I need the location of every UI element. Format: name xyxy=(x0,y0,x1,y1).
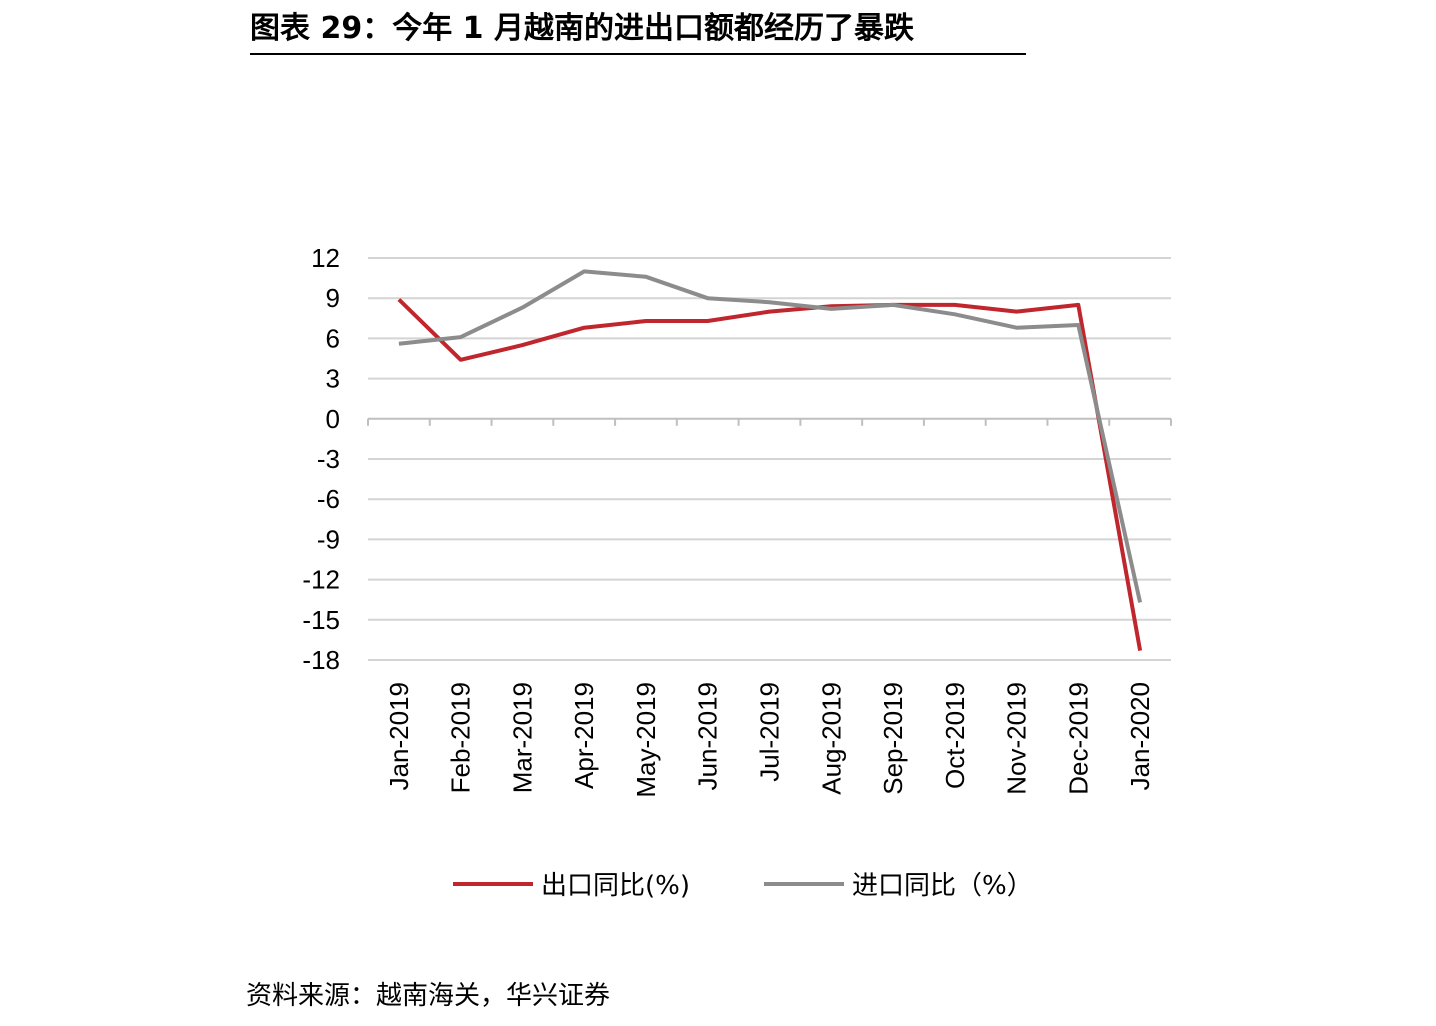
x-tick-label: May-2019 xyxy=(631,682,661,798)
export-series-line xyxy=(397,298,1143,651)
y-tick-label: 12 xyxy=(311,243,340,273)
legend-label: 出口同比(%) xyxy=(541,871,690,901)
x-tick-label: Feb-2019 xyxy=(446,682,476,793)
x-tick-label: Nov-2019 xyxy=(1002,682,1032,795)
x-tick-label: Jan-2020 xyxy=(1125,682,1155,790)
line-chart: 12 9 6 3 0 -3 -6 -9 -12 -15 -18 Jan-2019 Feb-2019 Ma… xyxy=(302,243,1172,901)
y-tick-label: -12 xyxy=(302,565,340,595)
x-tick-label: Jul-2019 xyxy=(755,682,785,782)
x-tick-label: Apr-2019 xyxy=(569,682,599,789)
gridlines xyxy=(368,257,1171,661)
y-tick-label: -6 xyxy=(317,484,340,514)
x-axis xyxy=(367,417,1172,426)
x-axis-tick-labels: Jan-2019 Feb-2019 Mar-2019 Apr-2019 May-2019… xyxy=(384,682,1155,798)
x-tick-label: Aug-2019 xyxy=(816,682,846,795)
y-tick-label: -3 xyxy=(317,444,340,474)
y-tick-label: 3 xyxy=(326,364,340,394)
x-tick-label: Jan-2019 xyxy=(384,682,414,790)
y-tick-label: 0 xyxy=(326,404,340,434)
y-tick-label: 9 xyxy=(326,283,340,313)
title-underline xyxy=(250,53,1026,55)
legend: 出口同比(%) 进口同比（%） xyxy=(453,871,1033,901)
x-tick-label: Mar-2019 xyxy=(507,682,537,793)
figure-title: 图表 29：今年 1 月越南的进出口额都经历了暴跌 xyxy=(250,11,914,46)
x-tick-label: Jun-2019 xyxy=(693,682,723,790)
y-tick-label: -18 xyxy=(302,645,340,675)
legend-label: 进口同比（%） xyxy=(852,871,1033,901)
y-tick-label: -15 xyxy=(302,605,340,635)
y-tick-label: -9 xyxy=(317,524,340,554)
y-tick-label: 6 xyxy=(326,323,340,353)
x-tick-label: Dec-2019 xyxy=(1063,682,1093,795)
series-lines xyxy=(397,269,1143,651)
source-note: 资料来源：越南海关，华兴证券 xyxy=(246,981,611,1011)
x-tick-label: Sep-2019 xyxy=(878,682,908,795)
x-tick-label: Oct-2019 xyxy=(940,682,970,789)
y-axis-tick-labels: 12 9 6 3 0 -3 -6 -9 -12 -15 -18 xyxy=(302,243,340,675)
import-series-line xyxy=(398,269,1143,603)
